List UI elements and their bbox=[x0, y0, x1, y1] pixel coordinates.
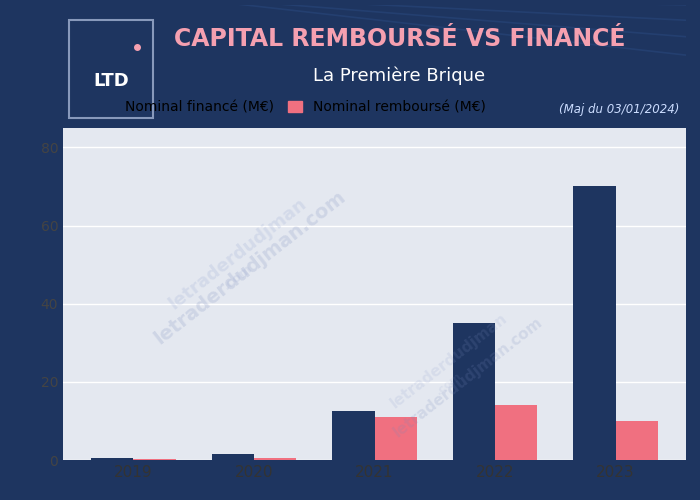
Text: letraderdudjman: letraderdudjman bbox=[165, 195, 310, 314]
Text: .com: .com bbox=[220, 262, 255, 293]
Bar bbox=[254, 458, 296, 460]
Text: (Maj du 03/01/2024): (Maj du 03/01/2024) bbox=[559, 102, 680, 116]
Bar bbox=[212, 454, 254, 460]
Text: letraderdudjman.com: letraderdudjman.com bbox=[391, 314, 545, 440]
Text: .com: .com bbox=[435, 370, 464, 397]
Bar bbox=[91, 458, 134, 460]
Bar bbox=[134, 459, 176, 460]
Text: letraderdudjman: letraderdudjman bbox=[388, 310, 511, 410]
Bar bbox=[573, 186, 615, 460]
Bar bbox=[453, 323, 495, 460]
Bar bbox=[495, 406, 537, 460]
FancyBboxPatch shape bbox=[69, 20, 153, 118]
Bar bbox=[374, 417, 416, 460]
Bar bbox=[615, 421, 658, 460]
Text: letraderdudjman.com: letraderdudjman.com bbox=[150, 187, 349, 348]
Bar bbox=[332, 411, 375, 460]
Text: CAPITAL REMBOURSÉ VS FINANCÉ: CAPITAL REMBOURSÉ VS FINANCÉ bbox=[174, 27, 625, 51]
Text: La Première Brique: La Première Brique bbox=[314, 66, 486, 85]
Text: LTD: LTD bbox=[93, 72, 130, 90]
Legend: Nominal financé (M€), Nominal remboursé (M€): Nominal financé (M€), Nominal remboursé … bbox=[95, 95, 491, 120]
